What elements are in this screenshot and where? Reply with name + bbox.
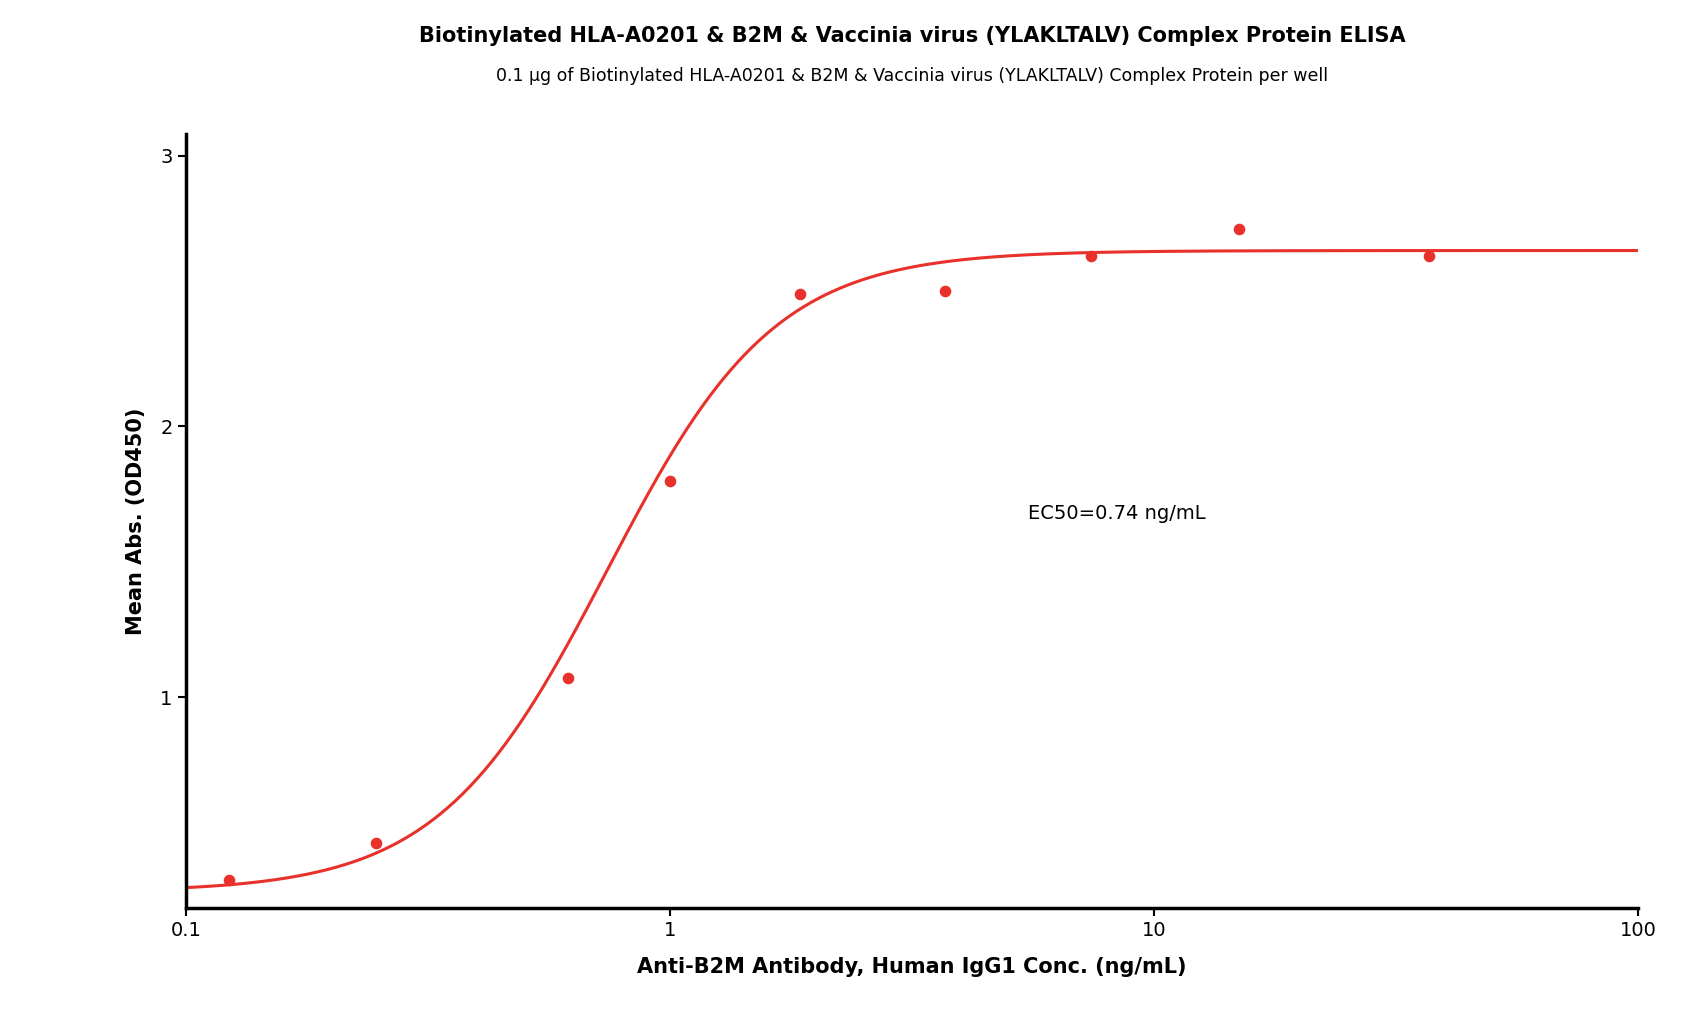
- Point: [1415, 248, 1442, 264]
- Y-axis label: Mean Abs. (OD450): Mean Abs. (OD450): [127, 408, 147, 635]
- Point: [556, 670, 583, 686]
- Point: [363, 835, 390, 851]
- Text: 0.1 μg of Biotinylated HLA-A0201 & B2M & Vaccinia virus (YLAKLTALV) Complex Prot: 0.1 μg of Biotinylated HLA-A0201 & B2M &…: [497, 67, 1328, 85]
- Point: [216, 871, 243, 888]
- Point: [1226, 221, 1253, 237]
- X-axis label: Anti-B2M Antibody, Human IgG1 Conc. (ng/mL): Anti-B2M Antibody, Human IgG1 Conc. (ng/…: [637, 957, 1187, 977]
- Point: [785, 286, 812, 302]
- Text: Biotinylated HLA-A0201 & B2M & Vaccinia virus (YLAKLTALV) Complex Protein ELISA: Biotinylated HLA-A0201 & B2M & Vaccinia …: [419, 26, 1405, 45]
- Text: EC50=0.74 ng/mL: EC50=0.74 ng/mL: [1029, 504, 1206, 522]
- Point: [657, 473, 684, 489]
- Point: [1078, 248, 1105, 264]
- Point: [932, 283, 959, 299]
